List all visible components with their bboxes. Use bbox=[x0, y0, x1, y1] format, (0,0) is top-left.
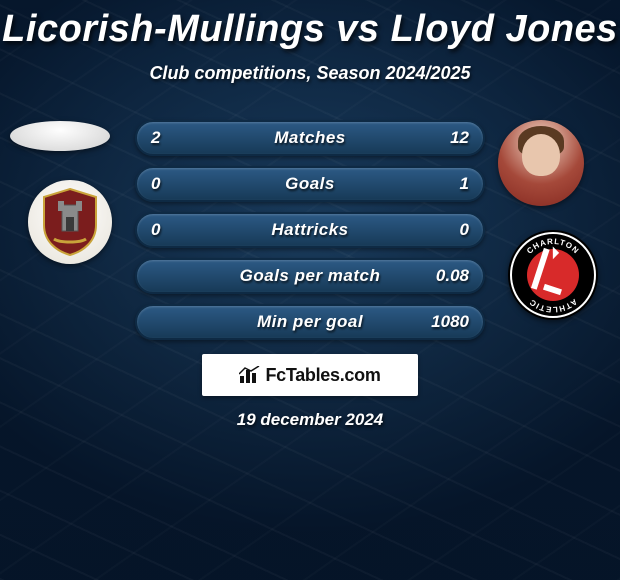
crest-round-icon: CHARLTON ATHLETIC bbox=[508, 230, 598, 320]
stat-right-value: 1 bbox=[460, 174, 469, 194]
comparison-card: Licorish-Mullings vs Lloyd Jones Club co… bbox=[0, 0, 620, 580]
stat-label: Goals per match bbox=[240, 266, 381, 286]
stat-left-value: 2 bbox=[151, 128, 160, 148]
player1-club-crest bbox=[28, 180, 112, 264]
stat-left-value: 0 bbox=[151, 174, 160, 194]
stat-right-value: 0.08 bbox=[436, 266, 469, 286]
bar-chart-icon bbox=[239, 366, 261, 384]
stat-label: Min per goal bbox=[257, 312, 363, 332]
stat-left-value: 0 bbox=[151, 220, 160, 240]
stat-row-matches: 2 Matches 12 bbox=[135, 120, 485, 156]
stat-row-hattricks: 0 Hattricks 0 bbox=[135, 212, 485, 248]
brand-text: FcTables.com bbox=[265, 365, 380, 386]
stat-label: Matches bbox=[274, 128, 346, 148]
brand-badge: FcTables.com bbox=[202, 354, 418, 396]
page-title: Licorish-Mullings vs Lloyd Jones bbox=[0, 0, 620, 51]
stat-row-gpm: Goals per match 0.08 bbox=[135, 258, 485, 294]
stat-label: Hattricks bbox=[271, 220, 348, 240]
date-text: 19 december 2024 bbox=[0, 410, 620, 430]
player1-photo bbox=[10, 121, 110, 151]
stats-rows: 2 Matches 12 0 Goals 1 0 Hattricks 0 Goa… bbox=[135, 120, 485, 350]
stat-label: Goals bbox=[285, 174, 335, 194]
subtitle: Club competitions, Season 2024/2025 bbox=[0, 63, 620, 84]
player2-photo bbox=[498, 120, 584, 206]
stat-right-value: 0 bbox=[460, 220, 469, 240]
stat-right-value: 1080 bbox=[431, 312, 469, 332]
stat-row-mpg: Min per goal 1080 bbox=[135, 304, 485, 340]
stat-row-goals: 0 Goals 1 bbox=[135, 166, 485, 202]
player2-club-crest: CHARLTON ATHLETIC bbox=[508, 230, 598, 320]
stat-right-value: 12 bbox=[450, 128, 469, 148]
crest-shield-icon bbox=[40, 187, 100, 257]
